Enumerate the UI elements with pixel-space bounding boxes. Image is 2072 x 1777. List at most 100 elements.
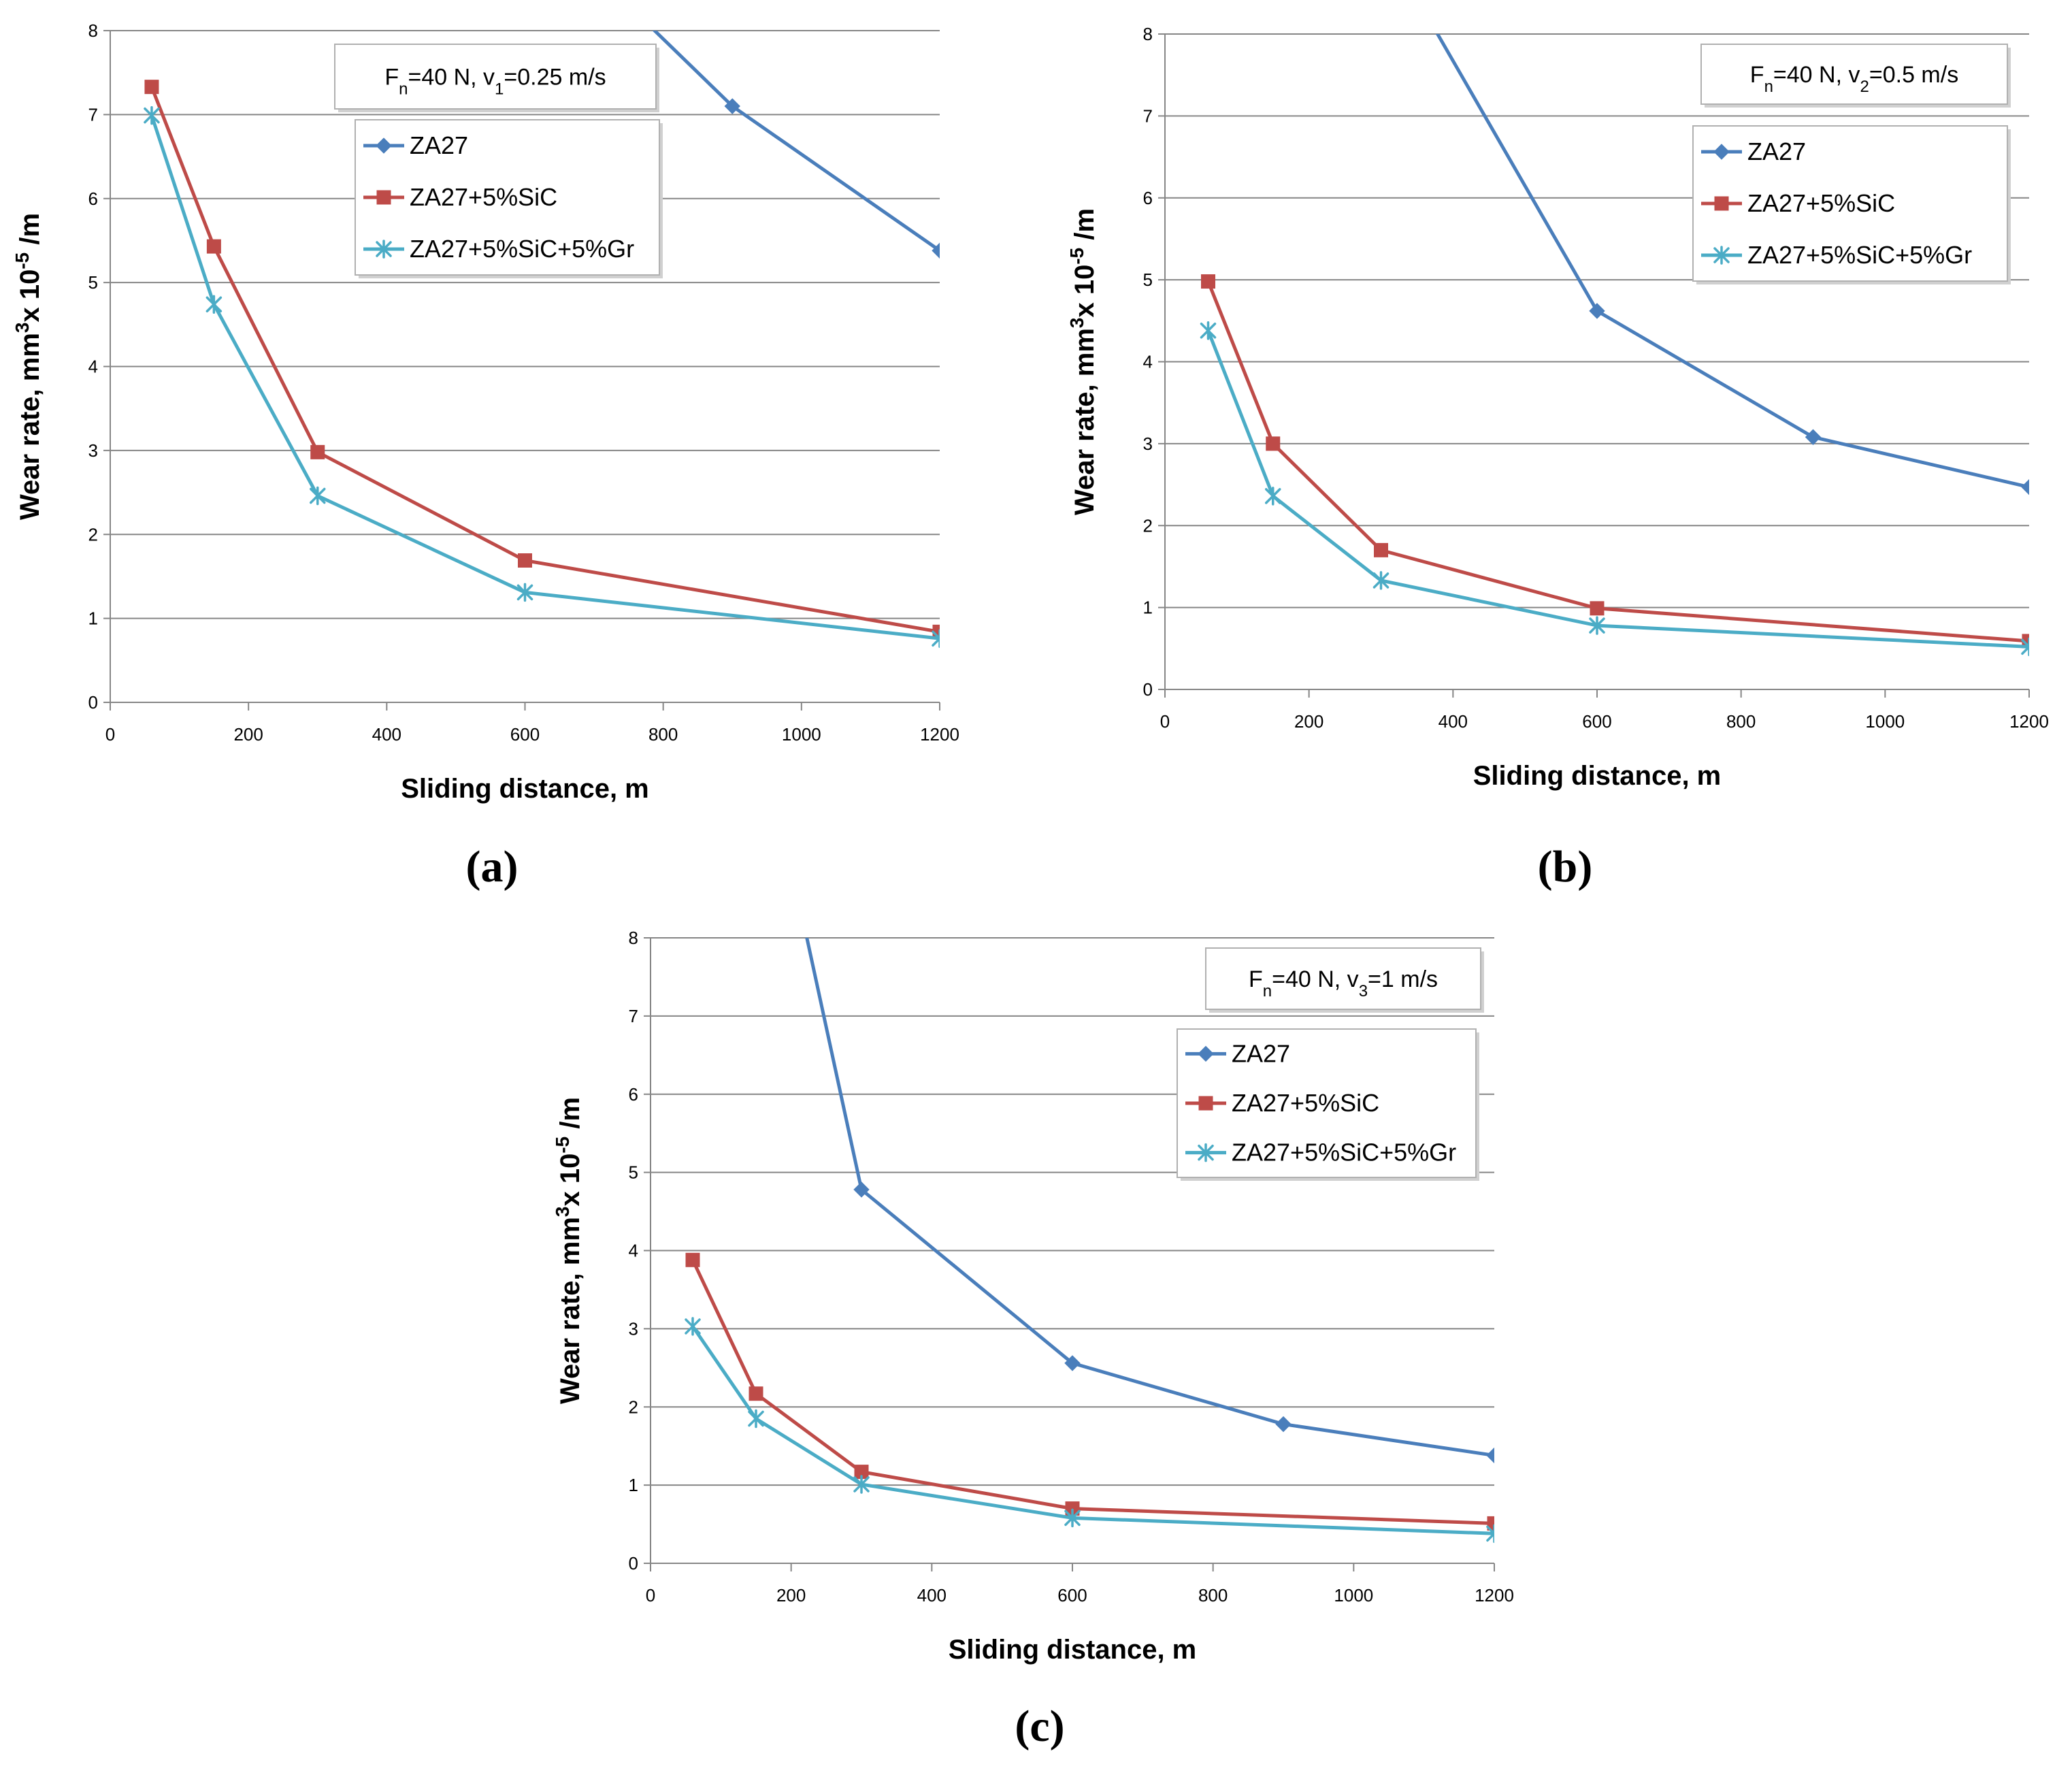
text-fragment: 3	[552, 1207, 573, 1218]
text-fragment: 2	[1860, 78, 1869, 96]
y-tick-label: 7	[629, 1006, 638, 1026]
chart-panel-a: 0 1 2 3 4 5 6 7 8 0 200 400 600 800 1000 1200 Sliding di…	[12, 20, 959, 804]
y-tick-label: 3	[1143, 434, 1153, 454]
legend-marker	[1198, 1096, 1213, 1111]
text-fragment: x 10	[555, 1154, 585, 1207]
y-tick-label: 4	[1143, 352, 1153, 372]
x-tick-label: 800	[1198, 1585, 1228, 1605]
series-ZA27+5%SiC	[685, 1252, 1494, 1531]
text-fragment: F	[1249, 966, 1263, 992]
legend-label: ZA27+5%SiC+5%Gr	[1232, 1139, 1456, 1167]
data-point	[724, 98, 740, 114]
series-ZA27	[652, 31, 940, 259]
data-point	[1201, 274, 1215, 289]
data-point	[1589, 303, 1605, 319]
condition-frame	[334, 44, 657, 110]
series-ZA27+5%SiC+5%Gr	[1200, 321, 2029, 657]
data-point	[1372, 571, 1389, 590]
legend-label: ZA27	[410, 131, 468, 159]
text-fragment: x 10	[1070, 265, 1100, 318]
x-tick-label: 800	[1726, 711, 1756, 732]
y-tick-label: 8	[1143, 24, 1153, 44]
text-fragment: =40 N, v	[1272, 966, 1359, 992]
y-tick-label: 3	[88, 440, 98, 461]
legend-item-ZA27: ZA27	[363, 131, 468, 159]
text-fragment: Wear rate, mm	[1070, 328, 1100, 515]
y-tick-label: 4	[88, 357, 98, 377]
x-tick-label: 0	[646, 1585, 655, 1605]
data-point	[1486, 1447, 1494, 1464]
x-tick-label: 800	[648, 724, 678, 745]
asterisk-stroke	[932, 636, 940, 647]
y-axis-title: Wear rate, mm3x 10-5 /m	[552, 1097, 586, 1404]
y-tick-label: 5	[629, 1162, 638, 1183]
x-axis-title: Sliding distance, m	[949, 1635, 1197, 1665]
text-fragment: /m	[555, 1097, 585, 1137]
condition-box: Fn=40 N, v2=0.5 m/s	[1700, 44, 2011, 108]
text-fragment: =40 N, v	[408, 65, 495, 91]
panel-label-b: (b)	[1538, 842, 1593, 892]
x-tick-label: 600	[1582, 711, 1611, 732]
text-fragment: 3	[1359, 982, 1368, 1000]
text-fragment: 3	[12, 323, 33, 333]
y-tick-label: 6	[88, 189, 98, 209]
text-fragment: Wear rate, mm	[15, 333, 45, 520]
x-tick-label: 0	[105, 724, 115, 745]
text-fragment: n	[399, 80, 408, 98]
data-point	[749, 1386, 763, 1401]
x-tick-label: 1200	[920, 724, 959, 745]
legend-frame	[1692, 125, 2008, 282]
legend-item-ZA27+5%SiC+5%Gr: ZA27+5%SiC+5%Gr	[363, 235, 634, 263]
y-axis-title: Wear rate, mm3x 10-5 /m	[12, 213, 46, 520]
data-point	[1486, 1524, 1494, 1544]
panel-label-c: (c)	[1015, 1701, 1064, 1751]
data-point	[1374, 542, 1388, 557]
x-tick-label: 200	[776, 1585, 806, 1605]
y-tick-label: 0	[1143, 679, 1153, 700]
legend: ZA27 ZA27+5%SiC ZA27+5%SiC+5%Gr	[1692, 125, 2011, 284]
legend-marker	[376, 240, 392, 259]
series-line	[652, 31, 940, 252]
legend-frame	[355, 119, 660, 276]
gridlines: 0 1 2 3 4 5 6 7 8	[1143, 24, 2029, 700]
series-line	[1206, 329, 2029, 649]
x-tick-label: 1000	[1865, 711, 1905, 732]
y-tick-label: 8	[629, 928, 638, 948]
data-point	[2021, 478, 2029, 495]
data-point	[932, 629, 940, 648]
legend-label: ZA27+5%SiC+5%Gr	[410, 235, 634, 263]
data-point	[144, 80, 159, 95]
y-tick-label: 4	[629, 1241, 638, 1261]
y-tick-label: 0	[629, 1553, 638, 1574]
asterisk-stroke	[1486, 1531, 1494, 1542]
data-point	[685, 227, 700, 242]
data-point	[932, 242, 940, 259]
condition-text: Fn=40 N, v3=1 m/s	[1249, 966, 1438, 1000]
x-tick-label: 1200	[1475, 1585, 1514, 1605]
data-point	[1064, 1355, 1081, 1371]
y-tick-label: 5	[1143, 270, 1153, 290]
data-point	[206, 239, 221, 254]
legend-item-ZA27+5%SiC+5%Gr: ZA27+5%SiC+5%Gr	[1185, 1139, 1456, 1167]
data-point	[310, 444, 325, 459]
legend-marker	[1713, 144, 1730, 160]
plot-area	[1200, 34, 2029, 657]
plot-area	[685, 227, 1494, 1544]
text-fragment: =1 m/s	[1368, 966, 1438, 992]
y-tick-label: 8	[88, 20, 98, 41]
data-point	[1064, 1508, 1081, 1528]
condition-frame	[1700, 44, 2008, 105]
text-fragment: -5	[1066, 248, 1087, 265]
legend-label: ZA27+5%SiC+5%Gr	[1747, 241, 1972, 269]
series-line	[805, 938, 1494, 1457]
legend-marker	[1713, 246, 1730, 265]
x-tick-label: 200	[233, 724, 263, 745]
text-fragment: =0.5 m/s	[1869, 62, 1958, 88]
y-tick-label: 2	[629, 1397, 638, 1417]
data-point	[749, 696, 763, 711]
text-fragment: x 10	[15, 270, 45, 323]
legend-marker	[1198, 1045, 1214, 1062]
y-tick-label: 3	[629, 1318, 638, 1339]
